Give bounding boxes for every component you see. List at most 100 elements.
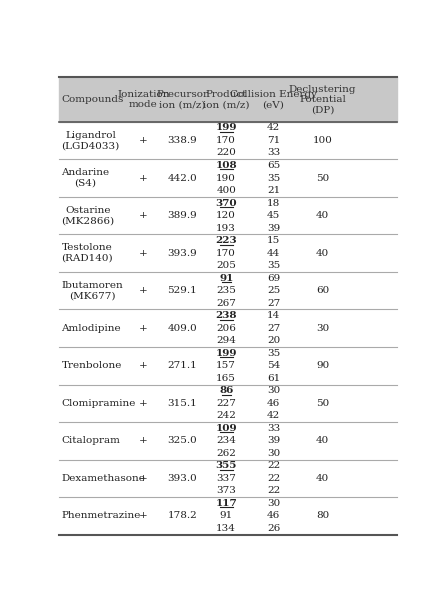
Text: 45: 45 <box>267 211 280 220</box>
Text: 54: 54 <box>267 361 280 370</box>
Text: 60: 60 <box>316 286 329 295</box>
Text: 227: 227 <box>216 399 236 408</box>
Text: Collision Energy
(eV): Collision Energy (eV) <box>230 90 317 109</box>
Text: 108: 108 <box>215 161 237 170</box>
Text: Ostarine
(MK2866): Ostarine (MK2866) <box>62 206 115 225</box>
Text: 338.9: 338.9 <box>167 136 197 145</box>
Text: 71: 71 <box>267 136 280 145</box>
Text: +: + <box>139 474 148 483</box>
Text: 325.0: 325.0 <box>167 436 197 445</box>
Text: 35: 35 <box>267 348 280 358</box>
Text: 355: 355 <box>215 461 237 470</box>
Text: 393.0: 393.0 <box>167 474 197 483</box>
Text: +: + <box>139 211 148 220</box>
Text: +: + <box>139 436 148 445</box>
Text: 223: 223 <box>215 236 237 245</box>
Text: +: + <box>139 511 148 521</box>
Text: 199: 199 <box>215 348 237 358</box>
Text: 27: 27 <box>267 299 280 308</box>
Text: 267: 267 <box>216 299 236 308</box>
Text: 193: 193 <box>216 224 236 233</box>
Text: +: + <box>139 361 148 370</box>
Text: 529.1: 529.1 <box>167 286 197 295</box>
Text: 442.0: 442.0 <box>167 173 197 182</box>
Bar <box>59 78 397 122</box>
Text: 30: 30 <box>267 386 280 395</box>
Text: 373: 373 <box>216 487 236 495</box>
Text: 33: 33 <box>267 148 280 158</box>
Text: 80: 80 <box>316 511 329 521</box>
Text: 40: 40 <box>316 211 329 220</box>
Text: +: + <box>139 286 148 295</box>
Text: 25: 25 <box>267 286 280 295</box>
Text: 15: 15 <box>267 236 280 245</box>
Text: 20: 20 <box>267 336 280 345</box>
Text: 90: 90 <box>316 361 329 370</box>
Text: 14: 14 <box>267 311 280 320</box>
Text: 190: 190 <box>216 173 236 182</box>
Text: 18: 18 <box>267 199 280 208</box>
Text: 262: 262 <box>216 449 236 458</box>
Text: 206: 206 <box>216 324 236 333</box>
Text: 400: 400 <box>216 186 236 195</box>
Text: 100: 100 <box>313 136 333 145</box>
Text: Clomipramine: Clomipramine <box>62 399 136 408</box>
Text: 409.0: 409.0 <box>167 324 197 333</box>
Text: 22: 22 <box>267 474 280 483</box>
Text: 234: 234 <box>216 436 236 445</box>
Text: 109: 109 <box>215 424 237 433</box>
Text: 42: 42 <box>267 411 280 421</box>
Text: Testolone
(RAD140): Testolone (RAD140) <box>62 244 113 263</box>
Text: 337: 337 <box>216 474 236 483</box>
Text: 315.1: 315.1 <box>167 399 197 408</box>
Text: 44: 44 <box>267 248 280 258</box>
Text: Ligandrol
(LGD4033): Ligandrol (LGD4033) <box>62 131 120 150</box>
Text: +: + <box>139 324 148 333</box>
Text: 242: 242 <box>216 411 236 421</box>
Text: 205: 205 <box>216 261 236 270</box>
Text: Trenbolone: Trenbolone <box>62 361 122 370</box>
Text: 199: 199 <box>215 124 237 133</box>
Text: 393.9: 393.9 <box>167 248 197 258</box>
Text: +: + <box>139 173 148 182</box>
Text: 165: 165 <box>216 374 236 383</box>
Text: 30: 30 <box>316 324 329 333</box>
Text: 220: 220 <box>216 148 236 158</box>
Text: 65: 65 <box>267 161 280 170</box>
Text: 30: 30 <box>267 449 280 458</box>
Text: Product
ion (m/z): Product ion (m/z) <box>203 90 249 109</box>
Text: 50: 50 <box>316 173 329 182</box>
Text: Precursor
ion (m/z): Precursor ion (m/z) <box>156 90 208 109</box>
Text: 50: 50 <box>316 399 329 408</box>
Text: 42: 42 <box>267 124 280 133</box>
Text: +: + <box>139 399 148 408</box>
Text: 91: 91 <box>219 274 233 282</box>
Text: 294: 294 <box>216 336 236 345</box>
Text: 238: 238 <box>215 311 237 320</box>
Text: Andarine
(S4): Andarine (S4) <box>62 168 109 188</box>
Text: 370: 370 <box>215 199 237 208</box>
Text: 40: 40 <box>316 436 329 445</box>
Text: 271.1: 271.1 <box>167 361 197 370</box>
Text: Compounds: Compounds <box>62 95 124 104</box>
Text: 40: 40 <box>316 248 329 258</box>
Text: 61: 61 <box>267 374 280 383</box>
Text: Ibutamoren
(MK677): Ibutamoren (MK677) <box>62 281 123 301</box>
Text: 35: 35 <box>267 261 280 270</box>
Text: 27: 27 <box>267 324 280 333</box>
Text: 22: 22 <box>267 487 280 495</box>
Text: 39: 39 <box>267 436 280 445</box>
Text: 389.9: 389.9 <box>167 211 197 220</box>
Text: 170: 170 <box>216 248 236 258</box>
Text: 30: 30 <box>267 499 280 508</box>
Text: 91: 91 <box>220 511 233 521</box>
Text: +: + <box>139 248 148 258</box>
Text: 86: 86 <box>219 386 233 395</box>
Text: Amlodipine: Amlodipine <box>62 324 121 333</box>
Text: 21: 21 <box>267 186 280 195</box>
Text: Declustering
Potential
(DP): Declustering Potential (DP) <box>289 85 356 115</box>
Text: 26: 26 <box>267 524 280 533</box>
Text: Phenmetrazine: Phenmetrazine <box>62 511 141 521</box>
Text: 39: 39 <box>267 224 280 233</box>
Text: Citalopram: Citalopram <box>62 436 120 445</box>
